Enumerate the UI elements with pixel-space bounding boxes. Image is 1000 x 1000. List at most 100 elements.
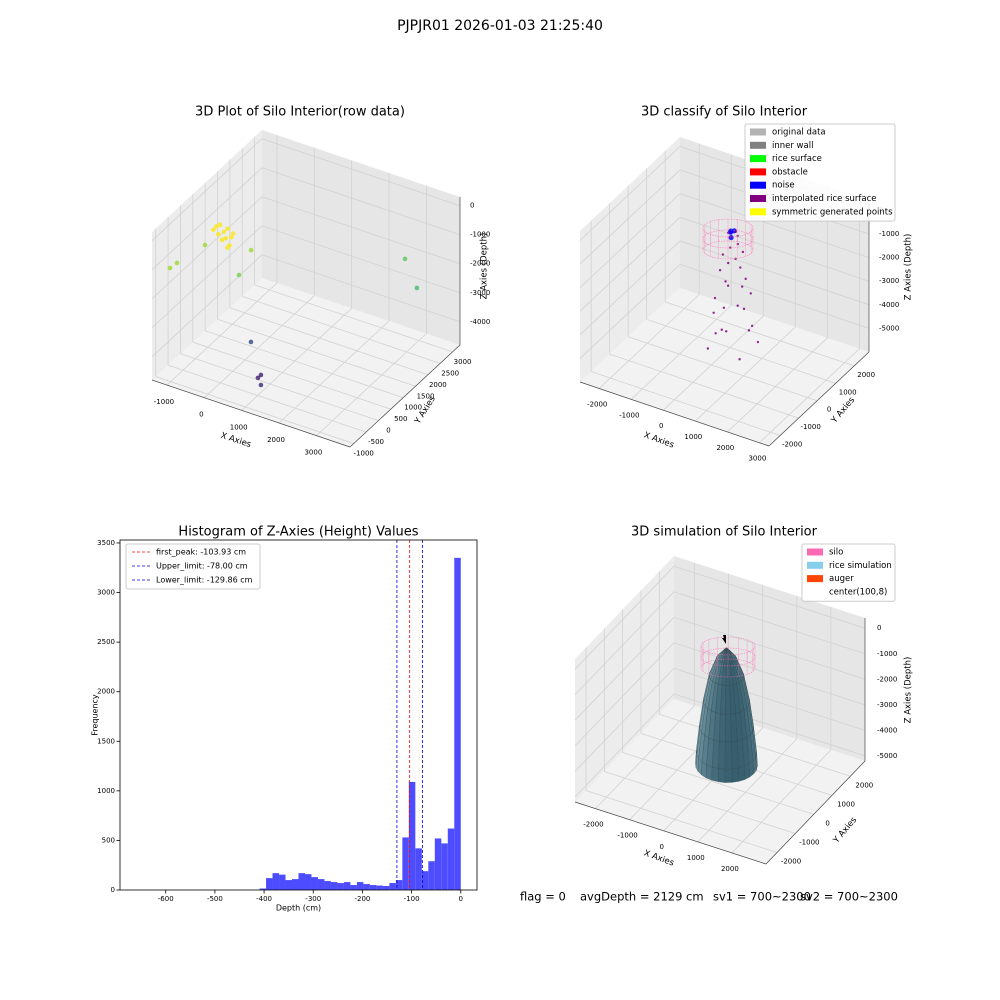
legend-box — [744, 123, 896, 222]
y-tick-label: 3000 — [454, 358, 472, 366]
grid-line — [261, 138, 461, 207]
grid-line — [673, 565, 866, 629]
y-tick-label: 1000 — [837, 800, 855, 808]
z-tick-label: -4000 — [879, 301, 899, 309]
bar — [259, 888, 267, 890]
y-tick-label: 1000 — [404, 404, 422, 412]
point — [713, 296, 717, 300]
grid-line — [229, 307, 428, 376]
point — [756, 340, 760, 344]
left-pane — [580, 137, 680, 382]
surface-patch — [701, 761, 707, 779]
bar — [337, 883, 344, 890]
grid-line — [628, 336, 818, 402]
grid-line — [167, 364, 367, 433]
point — [255, 375, 261, 381]
bar — [441, 843, 448, 890]
point — [736, 242, 740, 246]
chart-title: Histogram of Z-Axies (Height) Values — [178, 525, 418, 540]
bar — [447, 828, 455, 890]
x-tick-label: -2000 — [583, 821, 603, 829]
bar — [428, 861, 435, 890]
point — [211, 227, 216, 233]
bar — [298, 873, 305, 890]
floor-pane — [152, 278, 460, 447]
x-tick-label: -2000 — [587, 401, 607, 409]
grid-line — [278, 320, 390, 424]
chart-title: 3D classify of Silo Interior — [641, 105, 808, 120]
grid-line — [151, 196, 263, 300]
legend-label: center(100,8) — [829, 587, 887, 597]
y-tick-label: 1000 — [839, 388, 857, 396]
bar — [395, 880, 403, 890]
legend-swatch — [750, 141, 766, 149]
point — [736, 304, 739, 307]
grid-line — [574, 565, 675, 670]
grid-line — [673, 667, 866, 731]
bar — [350, 885, 357, 890]
surface-patch — [718, 741, 726, 770]
axis-line — [579, 381, 770, 447]
bar — [343, 882, 351, 890]
bar — [356, 882, 364, 890]
surface-patch — [731, 740, 739, 770]
legend-label: obstacle — [772, 167, 808, 177]
grid-line — [217, 318, 416, 387]
point — [720, 328, 723, 331]
grid-line — [590, 371, 781, 436]
point — [248, 339, 254, 345]
y-tick-label: 3500 — [97, 539, 115, 547]
grid-line — [695, 326, 796, 422]
grid-line — [679, 216, 870, 282]
status-sv2: sv2 = 700~2300 — [800, 890, 898, 904]
x-tick-label: 0 — [199, 411, 203, 419]
y-tick-label: 0 — [827, 406, 831, 414]
grid-line — [731, 749, 832, 854]
z-tick-label: -5000 — [877, 752, 897, 760]
grid-line — [151, 225, 263, 329]
grid-line — [595, 705, 695, 809]
y-tick-label: 2500 — [97, 638, 115, 646]
grid-line — [673, 642, 866, 706]
grid-line — [579, 264, 681, 359]
x-tick-label: -100 — [404, 895, 420, 903]
y-tick-label: 2000 — [429, 381, 447, 389]
surface-patch — [738, 766, 745, 782]
point — [213, 224, 219, 229]
y-tick-label: 2500 — [441, 369, 459, 377]
grid-line — [192, 341, 391, 410]
z-tick-label: -4000 — [877, 726, 897, 734]
bar — [389, 883, 396, 890]
point — [749, 292, 752, 295]
grid-line — [155, 376, 354, 444]
surface-patch — [719, 713, 726, 743]
grid-line — [665, 301, 855, 367]
point — [739, 266, 742, 269]
z-tick-label: -1000 — [879, 230, 899, 238]
bar — [304, 874, 312, 890]
z-axis-label: Z Axies (Depth) — [480, 233, 490, 300]
surface-patch — [724, 769, 733, 783]
grid-line — [604, 771, 796, 834]
grid-line — [574, 668, 675, 772]
point — [258, 372, 264, 378]
bar — [330, 882, 338, 890]
y-tick-label: 500 — [394, 415, 407, 423]
bar — [279, 874, 286, 890]
point — [712, 311, 715, 314]
point — [225, 226, 230, 232]
axis-line — [765, 760, 866, 865]
x-tick-label: -400 — [256, 895, 272, 903]
bar — [408, 781, 416, 890]
point — [258, 382, 264, 388]
grid-line — [579, 216, 681, 312]
grid-line — [574, 617, 675, 721]
grid-line — [574, 693, 675, 798]
auger — [722, 635, 726, 644]
point — [230, 231, 236, 236]
x-tick-label: 3000 — [304, 449, 322, 457]
x-tick-label: 1000 — [684, 433, 702, 441]
point — [714, 332, 717, 335]
surface-patch — [705, 764, 713, 781]
